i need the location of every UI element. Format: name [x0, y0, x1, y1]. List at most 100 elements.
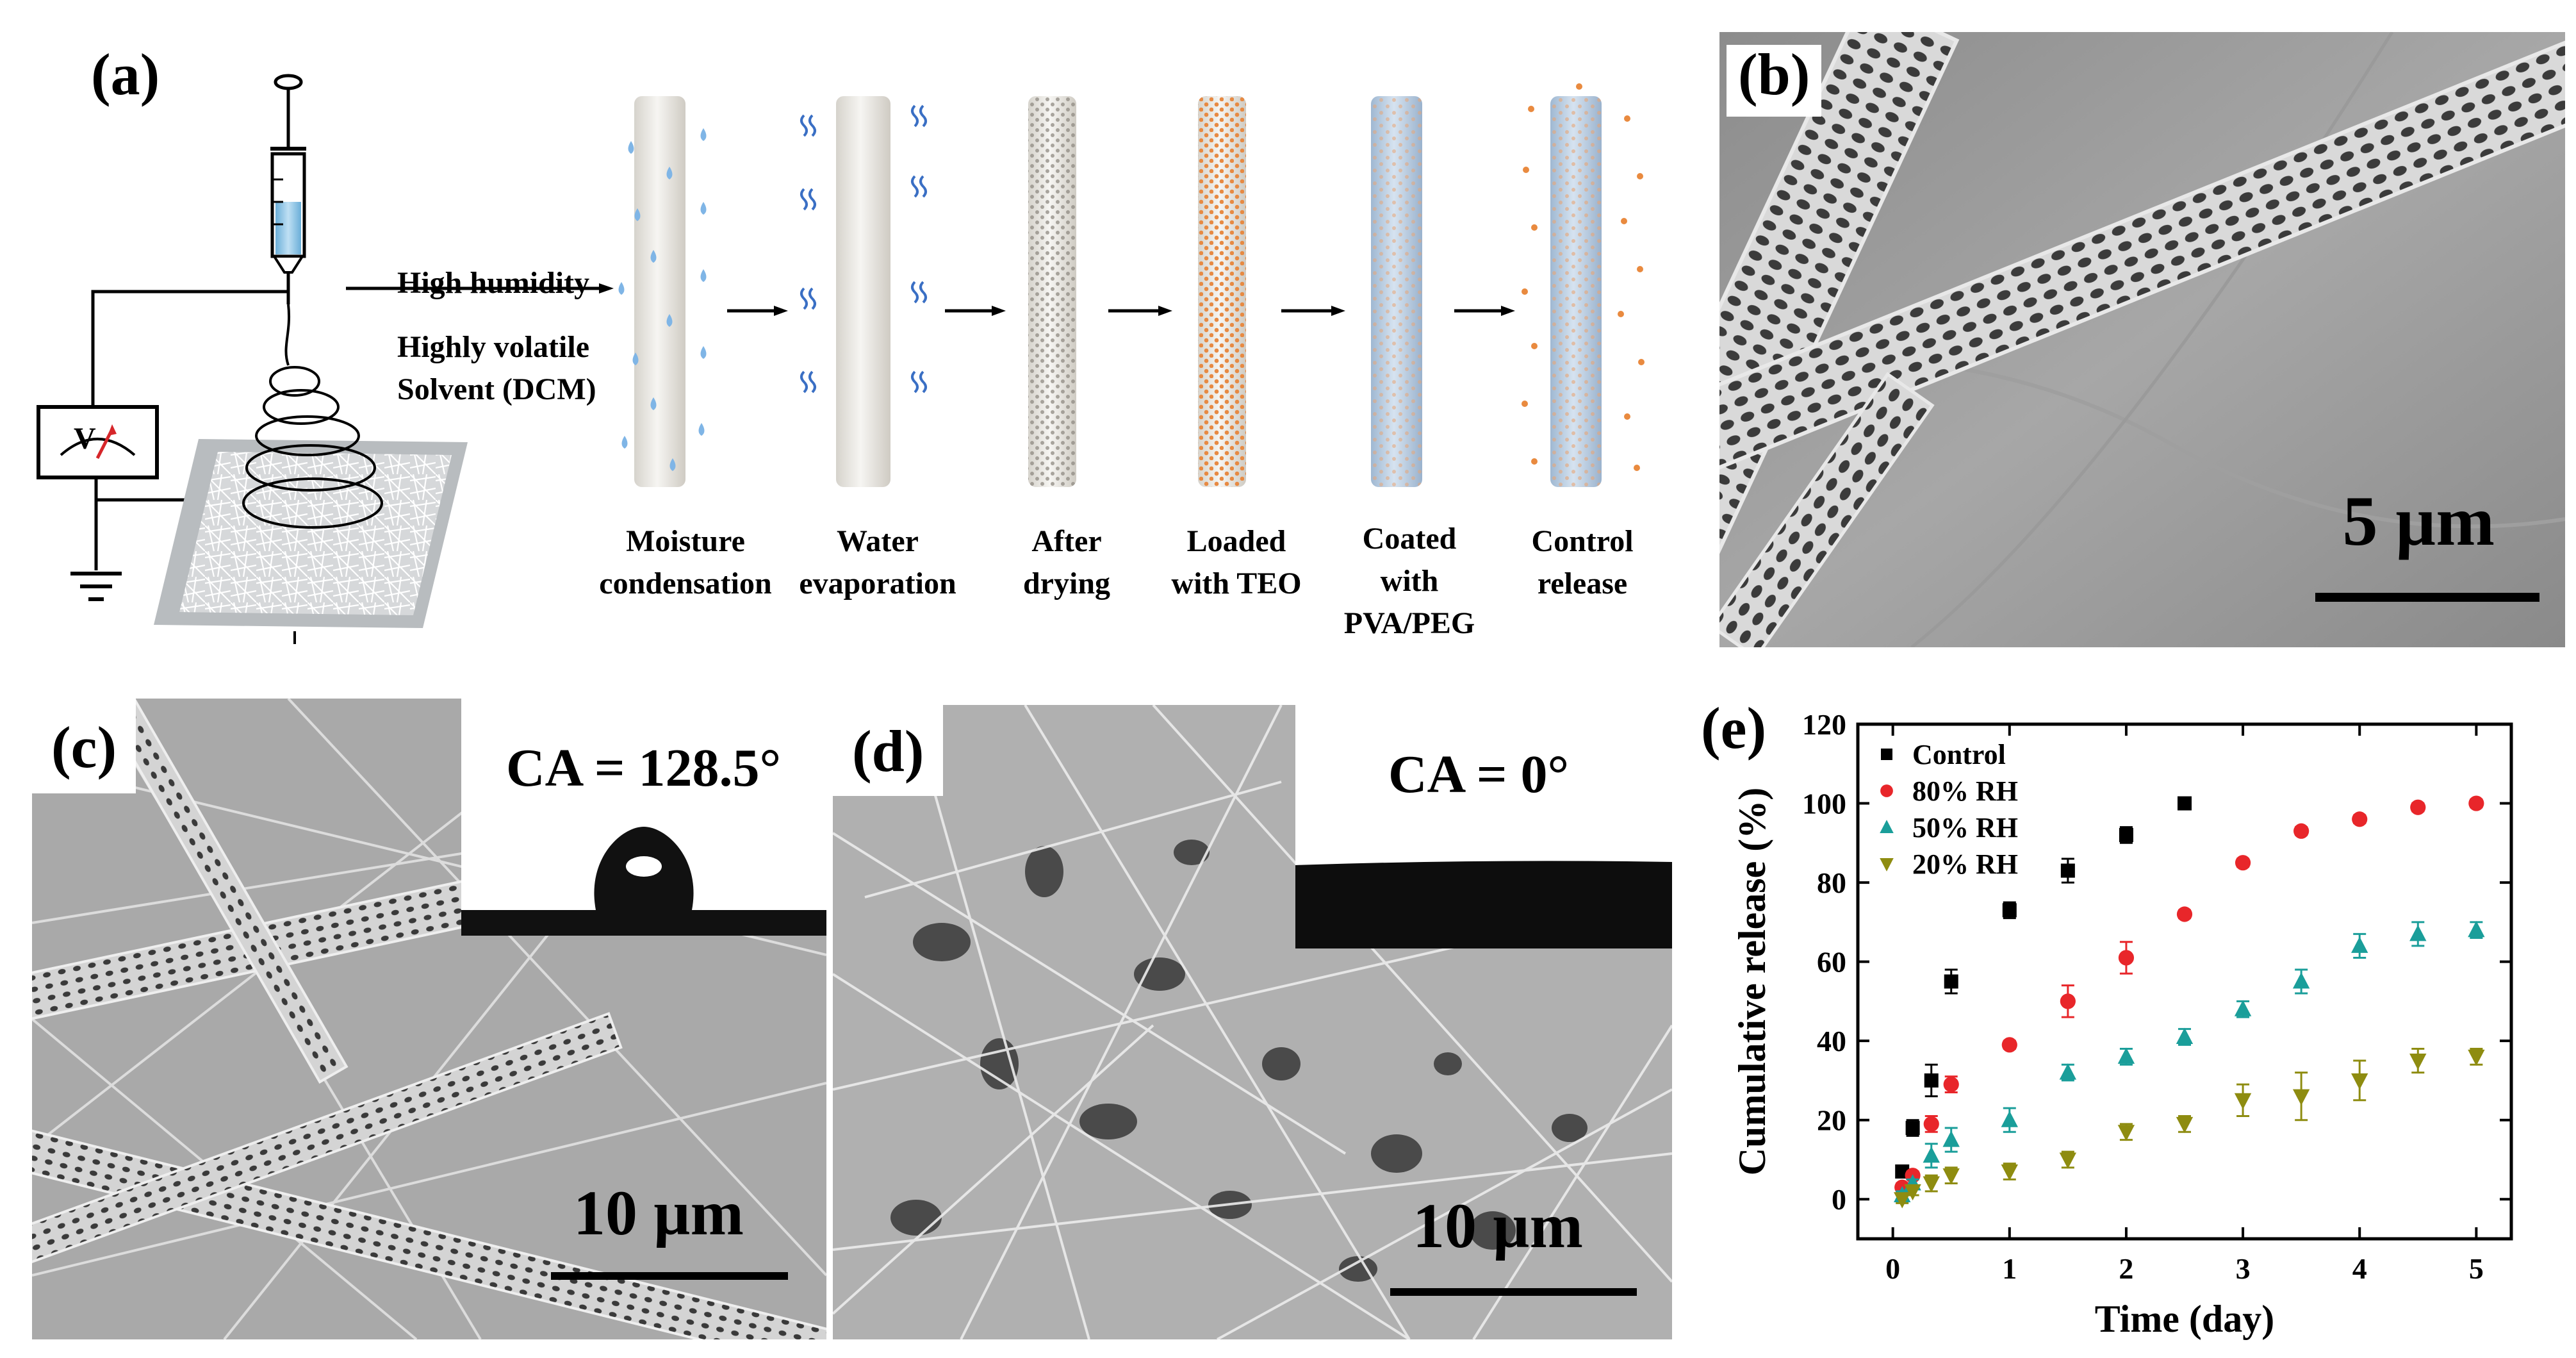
- scale-label-b: 5 µm: [2342, 482, 2495, 560]
- legend-marker-2: [1880, 820, 1894, 833]
- x-tick-label-3: 3: [2236, 1252, 2251, 1285]
- stage-label-moisture: Moisture condensation: [599, 524, 772, 600]
- x-tick-label-4: 4: [2352, 1252, 2367, 1285]
- sem-image-c: CA = 128.5° 10 µm: [32, 699, 826, 1339]
- point-s1-12: [2468, 795, 2484, 811]
- fiber-stage-loaded: [1198, 96, 1246, 487]
- fiber-stage-moisture: [618, 96, 707, 487]
- point-s3-4: [2001, 1164, 2018, 1181]
- point-s1-2: [1923, 1116, 1939, 1132]
- point-s1-3: [1943, 1077, 1959, 1093]
- legend-label-3: 20% RH: [1912, 849, 2018, 880]
- panel-e-label: (e): [1701, 695, 1767, 761]
- legend-marker-3: [1880, 858, 1894, 872]
- droplet-icon: [461, 827, 826, 936]
- point-s3-7: [2176, 1116, 2194, 1134]
- x-axis-label: Time (day): [2095, 1298, 2275, 1340]
- point-s2-8: [2234, 1000, 2252, 1016]
- point-s0-7: [2178, 796, 2192, 811]
- electrospinning-setup-diagram: V: [37, 74, 468, 644]
- condition-high-humidity: High humidity: [397, 266, 590, 300]
- point-s3-12: [2468, 1049, 2485, 1066]
- sem-micrograph-d: [833, 705, 1672, 1339]
- plot-frame: [1856, 722, 2513, 1241]
- panel-a-label: (a): [91, 42, 160, 107]
- point-s2-7: [2176, 1027, 2194, 1044]
- stage-arrows: [727, 306, 1515, 316]
- contact-angle-inset-c: CA = 128.5°: [461, 699, 826, 936]
- voltmeter-icon: V: [37, 405, 159, 479]
- process-arrow-main: [346, 283, 614, 294]
- point-s0-5: [2060, 863, 2075, 878]
- scale-bar-b: [2315, 593, 2539, 602]
- point-s1-8: [2235, 855, 2251, 871]
- condition-volatile-solvent-2: Solvent (DCM): [397, 372, 596, 406]
- stage-label-coated: Coated with PVA/PEG: [1343, 522, 1475, 640]
- sem-micrograph-b: [1719, 32, 2565, 647]
- contact-angle-inset-d: CA = 0°: [1295, 705, 1672, 948]
- fiber-stages-diagram: [618, 83, 1645, 487]
- stage-label-drying: After drying: [1022, 524, 1111, 600]
- x-tick-label-1: 1: [2002, 1252, 2017, 1285]
- point-s3-8: [2234, 1093, 2252, 1110]
- point-s2-11: [2409, 925, 2427, 941]
- point-s0-1: [1905, 1121, 1920, 1136]
- scale-bar-d: [1390, 1288, 1637, 1296]
- release-chart: 0 1 2 3 4 5 0 20 40 60 80 100 120 Time (day) Cumulativ…: [1731, 708, 2513, 1340]
- legend-marker-0: [1881, 749, 1892, 760]
- x-tick-label-2: 2: [2119, 1252, 2133, 1285]
- contact-angle-label-c: CA = 128.5°: [506, 738, 782, 798]
- voltmeter-label: V: [74, 422, 96, 456]
- ground-icon: [70, 572, 122, 601]
- point-s3-1: [1904, 1184, 1921, 1201]
- point-s2-12: [2468, 920, 2485, 938]
- legend-label-0: Control: [1912, 739, 2006, 770]
- scale-label-d: 10 µm: [1413, 1190, 1583, 1261]
- point-s3-0: [1894, 1192, 1911, 1209]
- legend-marker-1: [1880, 784, 1893, 797]
- jet-spiral: [242, 304, 383, 529]
- y-axis-label: Cumulative release (%): [1731, 788, 1773, 1175]
- scale-label-c: 10 µm: [573, 1177, 744, 1248]
- y-tick-label-1: 20: [1817, 1104, 1846, 1137]
- panel-d-label: (d): [833, 705, 944, 796]
- panel-b-label: (b): [1727, 45, 1822, 117]
- point-s3-11: [2409, 1054, 2427, 1070]
- point-s3-5: [2059, 1152, 2077, 1169]
- sem-image-b: 5 µm: [1719, 32, 2565, 647]
- point-s1-6: [2118, 950, 2135, 966]
- point-s1-4: [2001, 1037, 2017, 1053]
- point-s2-2: [1923, 1146, 1940, 1163]
- point-s2-10: [2351, 936, 2368, 953]
- syringe-icon: [270, 74, 306, 304]
- point-s2-9: [2292, 972, 2310, 989]
- x-tick-label-5: 5: [2469, 1252, 2484, 1285]
- point-s1-11: [2410, 799, 2426, 815]
- point-s0-4: [2002, 903, 2017, 918]
- y-tick-label-0: 0: [1832, 1183, 1846, 1216]
- y-tick-label-5: 100: [1802, 788, 1846, 820]
- point-s0-3: [1944, 974, 1958, 989]
- point-s2-6: [2117, 1047, 2135, 1064]
- y-tick-label-6: 120: [1802, 708, 1846, 741]
- legend-label-1: 80% RH: [1912, 775, 2018, 807]
- point-s1-7: [2176, 906, 2193, 922]
- fiber-stage-release: [1522, 83, 1645, 487]
- fiber-stage-dried: [1028, 96, 1076, 487]
- y-tick-label-2: 40: [1817, 1025, 1846, 1057]
- stage-label-evaporation: Water evaporation: [799, 524, 956, 600]
- point-s3-9: [2292, 1089, 2310, 1105]
- scale-bar-c: [551, 1272, 788, 1280]
- point-s3-10: [2351, 1073, 2368, 1090]
- point-s0-2: [1924, 1073, 1939, 1088]
- stage-label-loaded: Loaded with TEO: [1171, 524, 1302, 600]
- point-s3-3: [1942, 1168, 1960, 1185]
- fiber-stage-evaporation: [800, 96, 927, 487]
- spread-film-icon: [1295, 861, 1672, 948]
- point-s1-10: [2352, 811, 2368, 827]
- condition-volatile-solvent-1: Highly volatile: [397, 330, 589, 364]
- x-tick-label-0: 0: [1885, 1252, 1900, 1285]
- legend-label-2: 50% RH: [1912, 812, 2018, 843]
- y-tick-label-3: 60: [1817, 946, 1846, 979]
- point-s2-3: [1942, 1130, 1960, 1147]
